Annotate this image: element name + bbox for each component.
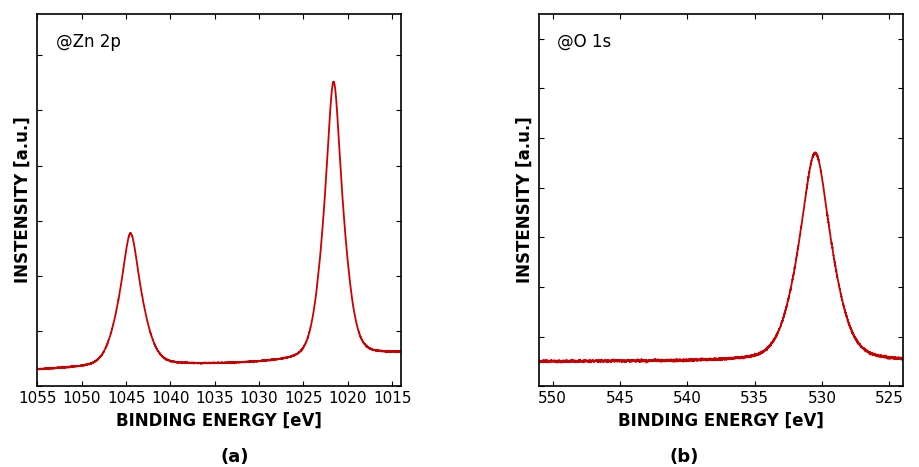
Text: @Zn 2p: @Zn 2p <box>56 33 120 50</box>
Text: @O 1s: @O 1s <box>557 33 611 50</box>
Y-axis label: INSTENSITY [a.u.]: INSTENSITY [a.u.] <box>516 117 534 283</box>
X-axis label: BINDING ENERGY [eV]: BINDING ENERGY [eV] <box>618 412 823 430</box>
Text: (b): (b) <box>670 448 699 467</box>
X-axis label: BINDING ENERGY [eV]: BINDING ENERGY [eV] <box>117 412 323 430</box>
Text: (a): (a) <box>220 448 249 467</box>
Y-axis label: INSTENSITY [a.u.]: INSTENSITY [a.u.] <box>14 117 32 283</box>
